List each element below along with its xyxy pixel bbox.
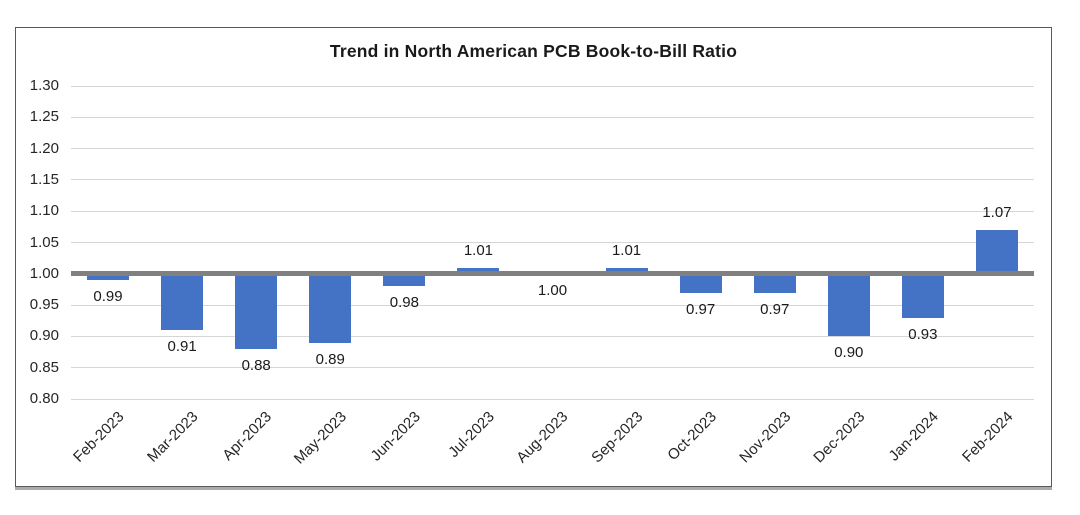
- x-axis-label: Apr-2023: [219, 408, 276, 464]
- bar-value-label: 1.01: [611, 241, 642, 259]
- x-axis-label: Jun-2023: [367, 408, 424, 465]
- bar-value-label: 0.88: [241, 356, 271, 374]
- plot-area: 0.80 0.85 0.90 0.95 1.00 1.05 1.10 1.15 1.20 1.25…: [30, 78, 1034, 467]
- bar-value-label: 1.01: [463, 241, 494, 259]
- y-axis-tick-label: 1.25: [29, 108, 59, 126]
- x-axis-label: Sep-2023: [587, 408, 646, 467]
- x-axis-label: Jan-2024: [885, 408, 943, 465]
- gridline: [71, 210, 1034, 212]
- bar: [309, 273, 352, 343]
- gridline: [71, 148, 1034, 150]
- chart-container: Trend in North American PCB Book-to-Bill…: [15, 27, 1052, 487]
- x-axis-label: Feb-2024: [958, 408, 1017, 466]
- bar-value-label: 0.89: [315, 350, 345, 368]
- bar: [457, 267, 500, 274]
- x-axis-label: Aug-2023: [513, 408, 572, 467]
- bar-value-label: 0.98: [389, 294, 419, 312]
- y-axis-tick-label: 0.80: [29, 390, 59, 407]
- bar: [753, 273, 796, 293]
- gridline: [71, 116, 1034, 118]
- y-axis-tick-label: 1.15: [29, 170, 59, 188]
- gridline: [71, 304, 1034, 306]
- x-axis-label: Nov-2023: [736, 408, 795, 467]
- y-axis-tick-label: 1.00: [29, 264, 59, 282]
- gridline: [71, 85, 1034, 87]
- x-axis-label: Dec-2023: [810, 408, 869, 467]
- gridline: [71, 242, 1034, 243]
- y-axis-tick-label: 1.20: [29, 139, 59, 157]
- x-axis-label: Feb-2023: [69, 408, 128, 466]
- bar: [679, 273, 722, 293]
- x-axis-label: May-2023: [290, 408, 350, 468]
- bar: [901, 273, 944, 318]
- y-axis-tick-label: 1.05: [29, 233, 59, 251]
- bar: [235, 273, 278, 349]
- bar-value-label: 0.99: [93, 288, 123, 306]
- gridline: [71, 367, 1034, 369]
- y-axis-tick-label: 0.95: [29, 296, 59, 314]
- gridline: [71, 398, 1034, 400]
- bar: [87, 273, 130, 281]
- y-axis-tick-label: 1.30: [29, 77, 59, 94]
- y-axis-tick-label: 1.10: [29, 202, 59, 220]
- bar-value-label: 1.00: [537, 281, 568, 299]
- bar: [605, 267, 648, 274]
- bar-value-label: 0.93: [908, 325, 938, 343]
- bar-value-label: 0.97: [686, 300, 716, 318]
- bar-value-label: 0.91: [167, 338, 197, 356]
- baseline-line: [71, 271, 1034, 277]
- bar: [975, 229, 1018, 274]
- chart-title: Trend in North American PCB Book-to-Bill…: [329, 41, 738, 61]
- bar-value-label: 1.07: [982, 203, 1012, 221]
- x-axis-label: Mar-2023: [144, 408, 202, 466]
- bar-value-label: 0.90: [834, 344, 864, 362]
- gridline: [71, 335, 1034, 337]
- bar: [827, 273, 870, 337]
- bar-value-label: 0.97: [760, 300, 790, 318]
- gridline: [71, 179, 1034, 181]
- bar: [383, 273, 426, 287]
- bar: [161, 273, 204, 331]
- x-axis-label: Jul-2023: [445, 408, 498, 462]
- y-axis-tick-label: 0.90: [29, 327, 59, 345]
- x-axis-label: Oct-2023: [664, 408, 720, 464]
- y-axis-tick-label: 0.85: [29, 358, 59, 376]
